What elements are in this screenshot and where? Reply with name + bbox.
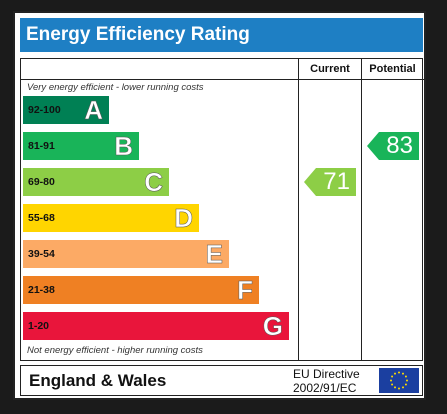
flag-star <box>391 383 394 386</box>
footer: England & Wales EU Directive 2002/91/EC <box>20 365 423 396</box>
potential-column-header: Potential <box>369 63 416 75</box>
band-range: 21-38 <box>28 284 55 296</box>
current-rating-arrow: 71 <box>304 168 356 196</box>
band-g: 1-20 G <box>23 312 289 340</box>
flag-star <box>390 379 392 382</box>
band-letter: B <box>114 131 133 161</box>
chart-title: Energy Efficiency Rating <box>20 18 423 52</box>
band-letter: A <box>84 95 103 125</box>
eu-flag-icon <box>379 368 419 393</box>
band-c: 69-80 C <box>23 168 169 196</box>
band-range: 69-80 <box>28 176 55 188</box>
flag-star <box>394 372 396 375</box>
flag-star <box>404 383 407 386</box>
band-range: 55-68 <box>28 212 55 224</box>
band-letter: F <box>237 275 253 305</box>
band-letter: C <box>144 167 163 197</box>
flag-star <box>391 375 394 378</box>
band-e: 39-54 E <box>23 240 229 268</box>
current-column-header: Current <box>310 63 350 75</box>
potential-rating-arrow: 83 <box>367 132 419 160</box>
energy-rating-chart: Energy Efficiency Rating Current Potenti… <box>13 11 426 400</box>
flag-star <box>406 379 408 382</box>
band-letter: E <box>205 239 223 269</box>
band-letter: G <box>262 311 284 341</box>
eu-directive: EU Directive 2002/91/EC <box>293 367 360 395</box>
current-rating-value: 71 <box>316 168 356 196</box>
flag-star <box>404 375 407 378</box>
band-d: 55-68 D <box>23 204 199 232</box>
flag-star <box>402 386 404 389</box>
efficient-note: Very energy efficient - lower running co… <box>27 82 204 93</box>
flag-star <box>398 387 400 390</box>
rating-grid: Current Potential Very energy efficient … <box>20 58 424 361</box>
band-range: 81-91 <box>28 140 55 152</box>
band-range: 39-54 <box>28 248 55 260</box>
band-f: 21-38 F <box>23 276 259 304</box>
flag-star <box>394 386 396 389</box>
band-a: 92-100 A <box>23 96 109 124</box>
region-label: England & Wales <box>29 371 167 390</box>
band-letter: D <box>174 203 193 233</box>
band-b: 81-91 B <box>23 132 139 160</box>
band-range: 92-100 <box>28 104 61 116</box>
potential-rating-value: 83 <box>379 132 419 160</box>
band-range: 1-20 <box>28 320 50 332</box>
flag-star <box>398 371 400 374</box>
flag-star <box>402 372 404 375</box>
inefficient-note: Not energy efficient - higher running co… <box>27 345 203 356</box>
